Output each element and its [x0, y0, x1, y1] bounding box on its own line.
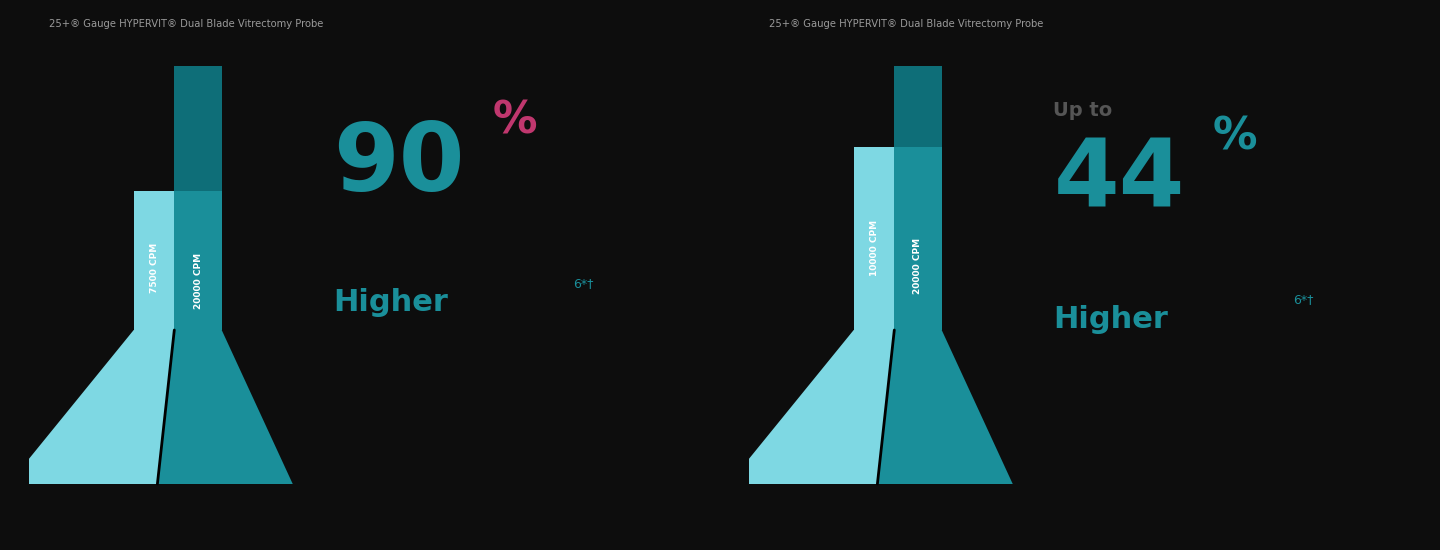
Polygon shape — [854, 147, 894, 330]
Polygon shape — [729, 330, 894, 484]
Text: 7500 CPM: 7500 CPM — [150, 243, 158, 293]
Text: 44: 44 — [1054, 135, 1185, 228]
Polygon shape — [877, 330, 1012, 484]
Text: Higher: Higher — [334, 288, 448, 317]
Text: 90: 90 — [334, 119, 465, 211]
Text: Up to: Up to — [1054, 101, 1113, 119]
Polygon shape — [157, 330, 292, 484]
Text: 25+® Gauge HYPERVIT® Dual Blade Vitrectomy Probe: 25+® Gauge HYPERVIT® Dual Blade Vitrecto… — [769, 19, 1044, 29]
Text: 6*†: 6*† — [1293, 293, 1315, 306]
Text: 25+® Gauge HYPERVIT® Dual Blade Vitrectomy Probe: 25+® Gauge HYPERVIT® Dual Blade Vitrecto… — [49, 19, 324, 29]
Polygon shape — [894, 66, 942, 147]
Text: 6*†: 6*† — [573, 277, 595, 290]
Text: %: % — [492, 100, 537, 142]
Text: 20000 CPM: 20000 CPM — [913, 238, 923, 294]
Text: 10000 CPM: 10000 CPM — [870, 219, 878, 276]
Polygon shape — [9, 330, 174, 484]
Polygon shape — [134, 191, 174, 330]
Polygon shape — [894, 147, 942, 330]
Polygon shape — [174, 66, 222, 191]
Polygon shape — [174, 191, 222, 330]
Text: 20000 CPM: 20000 CPM — [193, 254, 203, 310]
Text: %: % — [1212, 116, 1257, 159]
Text: Higher: Higher — [1054, 305, 1168, 333]
